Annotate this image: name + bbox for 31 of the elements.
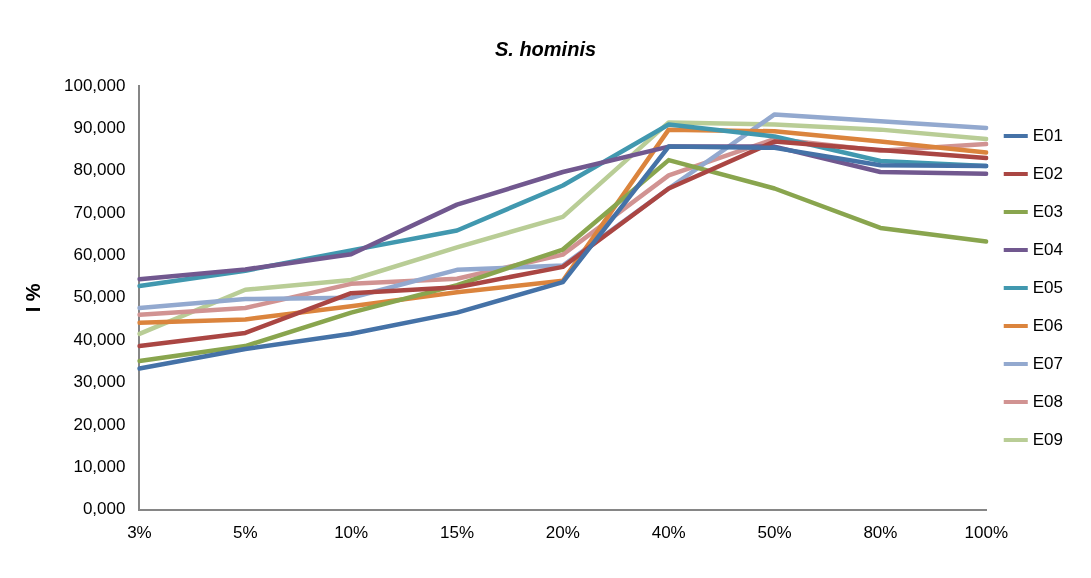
x-tick-label: 3%: [127, 523, 152, 543]
y-tick-label: 80,000: [73, 160, 126, 180]
x-tick-label: 50%: [757, 523, 792, 543]
x-tick-label: 15%: [439, 523, 475, 543]
legend-label: E09: [1032, 429, 1063, 449]
y-tick-label: 30,000: [73, 372, 126, 392]
y-tick-label: 20,000: [73, 414, 126, 434]
x-tick-label: 40%: [651, 523, 686, 543]
y-tick-label: 70,000: [73, 202, 126, 222]
x-tick-label: 100%: [964, 523, 1008, 543]
legend-label: E04: [1032, 239, 1063, 259]
y-tick-label: 40,000: [73, 329, 126, 349]
legend-label: E01: [1032, 125, 1063, 145]
y-tick-label: 60,000: [73, 245, 126, 265]
x-tick-label: 10%: [334, 523, 369, 543]
y-tick-label: 10,000: [73, 456, 126, 476]
chart-title: S. hominis: [494, 37, 597, 60]
legend-label: E03: [1032, 201, 1063, 221]
legend-label: E02: [1032, 163, 1063, 183]
legend-label: E05: [1032, 277, 1063, 297]
legend-label: E07: [1032, 353, 1063, 373]
y-tick-label: 90,000: [73, 118, 126, 138]
legend-label: E08: [1032, 391, 1063, 411]
x-tick-label: 80%: [863, 523, 898, 543]
x-tick-label: 5%: [233, 523, 258, 543]
y-axis-title: I %: [21, 283, 44, 313]
y-tick-label: 0,000: [82, 499, 126, 519]
x-tick-label: 20%: [545, 523, 580, 543]
y-tick-label: 50,000: [73, 287, 126, 307]
legend-label: E06: [1032, 315, 1063, 335]
y-tick-label: 100,000: [64, 75, 126, 95]
